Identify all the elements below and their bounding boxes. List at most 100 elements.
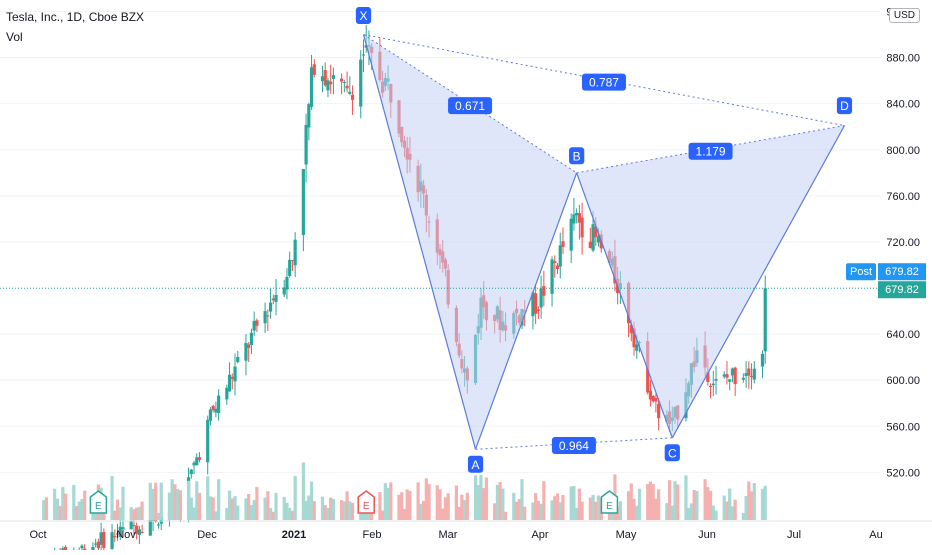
pattern-ratio-label: 0.964: [559, 439, 589, 453]
volume-bar: [722, 495, 726, 520]
volume-bar: [290, 510, 295, 520]
volume-bar: [424, 478, 428, 520]
candle-body: [730, 368, 735, 376]
volume-bar: [323, 505, 327, 520]
candle-body: [591, 224, 595, 251]
chart-title: Tesla, Inc., 1D, Cboe BZX: [6, 10, 145, 24]
volume-bar: [271, 511, 275, 520]
pattern-ratio-label-bg: [581, 73, 626, 91]
volume-bar: [695, 491, 699, 520]
volume-indicator-label[interactable]: Vol: [6, 30, 23, 44]
volume-bar: [72, 484, 76, 520]
volume-bar: [561, 494, 565, 520]
volume-bar: [189, 497, 193, 520]
candle-body: [247, 344, 251, 348]
volume-bar: [676, 484, 680, 520]
time-axis: Oct Nov Dec 2021 Feb Mar Apr May Jun Jul Au: [0, 520, 932, 541]
candle-body: [323, 70, 327, 86]
candle-body: [536, 309, 540, 311]
volume-bar: [733, 499, 737, 520]
earnings-badge-shape: [600, 490, 619, 514]
volume-bar: [618, 501, 622, 520]
candle-body: [539, 288, 543, 308]
y-tick-label: 880.00: [886, 53, 920, 65]
candle-body: [555, 265, 560, 269]
volume-bar: [129, 507, 133, 520]
candle-body: [293, 239, 297, 266]
candle-body: [132, 525, 136, 527]
volume-bar: [233, 496, 237, 520]
volume-bar: [684, 475, 688, 520]
pattern-leg: [576, 172, 673, 438]
candle-body: [722, 374, 726, 377]
volume-bar: [558, 502, 562, 520]
volume-bar: [173, 484, 177, 520]
pattern-point-label: X: [359, 9, 367, 23]
volume-bar: [550, 500, 554, 520]
candle-body: [208, 409, 213, 421]
volume-bar: [42, 500, 46, 520]
volume-bar: [498, 482, 502, 520]
volume-bar: [665, 503, 669, 520]
pattern-point-label: A: [472, 458, 480, 472]
candle-body: [657, 403, 661, 419]
candle-body: [326, 80, 330, 91]
pattern-point-label-bg: [569, 147, 585, 165]
candle-body: [553, 261, 557, 264]
volume-bar: [493, 503, 497, 520]
volume-bar: [539, 503, 543, 520]
harmonic-pattern: X A B C D 0.671 0.787 1.179 0.964: [355, 7, 853, 473]
volume-bar: [744, 495, 748, 520]
pattern-ratio-label: 0.671: [455, 99, 485, 113]
candle-body: [329, 81, 333, 85]
volume-bar: [252, 499, 256, 520]
candle-body: [102, 531, 106, 549]
pattern-point-label: C: [668, 446, 677, 460]
volume-bar: [646, 483, 650, 520]
volume-bar: [61, 487, 65, 520]
volume-bar: [121, 486, 125, 520]
earnings-marker: E: [600, 490, 619, 514]
volume-bar: [626, 491, 631, 520]
post-price-badge-bg: [878, 263, 926, 281]
candle-body: [129, 521, 133, 530]
candle-body: [268, 302, 273, 312]
volume-bar: [225, 507, 229, 520]
candle-body: [96, 541, 100, 549]
volume-bar: [457, 506, 461, 520]
candle-body: [206, 419, 210, 463]
y-tick-label: 720.00: [886, 237, 920, 249]
volume-bar: [523, 506, 527, 520]
volume-bar: [637, 488, 642, 520]
volume-bar: [53, 488, 57, 520]
candle-body: [135, 525, 139, 534]
y-tick-label: 520.00: [886, 467, 920, 479]
volume-bar: [711, 505, 715, 520]
volume-bar: [460, 494, 464, 520]
candle-body: [752, 368, 756, 380]
candle-body: [747, 368, 751, 376]
currency-badge[interactable]: USD: [888, 8, 920, 23]
candle-body: [115, 533, 120, 535]
volume-bar: [115, 499, 120, 520]
candle-body: [359, 59, 363, 107]
volume-bar: [148, 482, 152, 520]
volume-bar: [255, 486, 259, 520]
volume-bar: [706, 487, 710, 520]
candle-body: [263, 311, 267, 324]
pattern-leg: [362, 34, 477, 450]
volume-bar: [594, 501, 598, 520]
volume-bar: [408, 490, 412, 520]
volume-bar: [151, 488, 155, 520]
candle-body: [596, 236, 601, 243]
x-tick-label: May: [616, 529, 637, 541]
candle-body: [282, 287, 286, 295]
volume-bar: [381, 510, 385, 520]
candle-body: [340, 78, 344, 82]
pattern-ratio-label-bg: [448, 97, 493, 115]
volume-bar: [178, 490, 182, 520]
volume-bar: [285, 502, 289, 520]
earnings-label: E: [95, 501, 102, 512]
